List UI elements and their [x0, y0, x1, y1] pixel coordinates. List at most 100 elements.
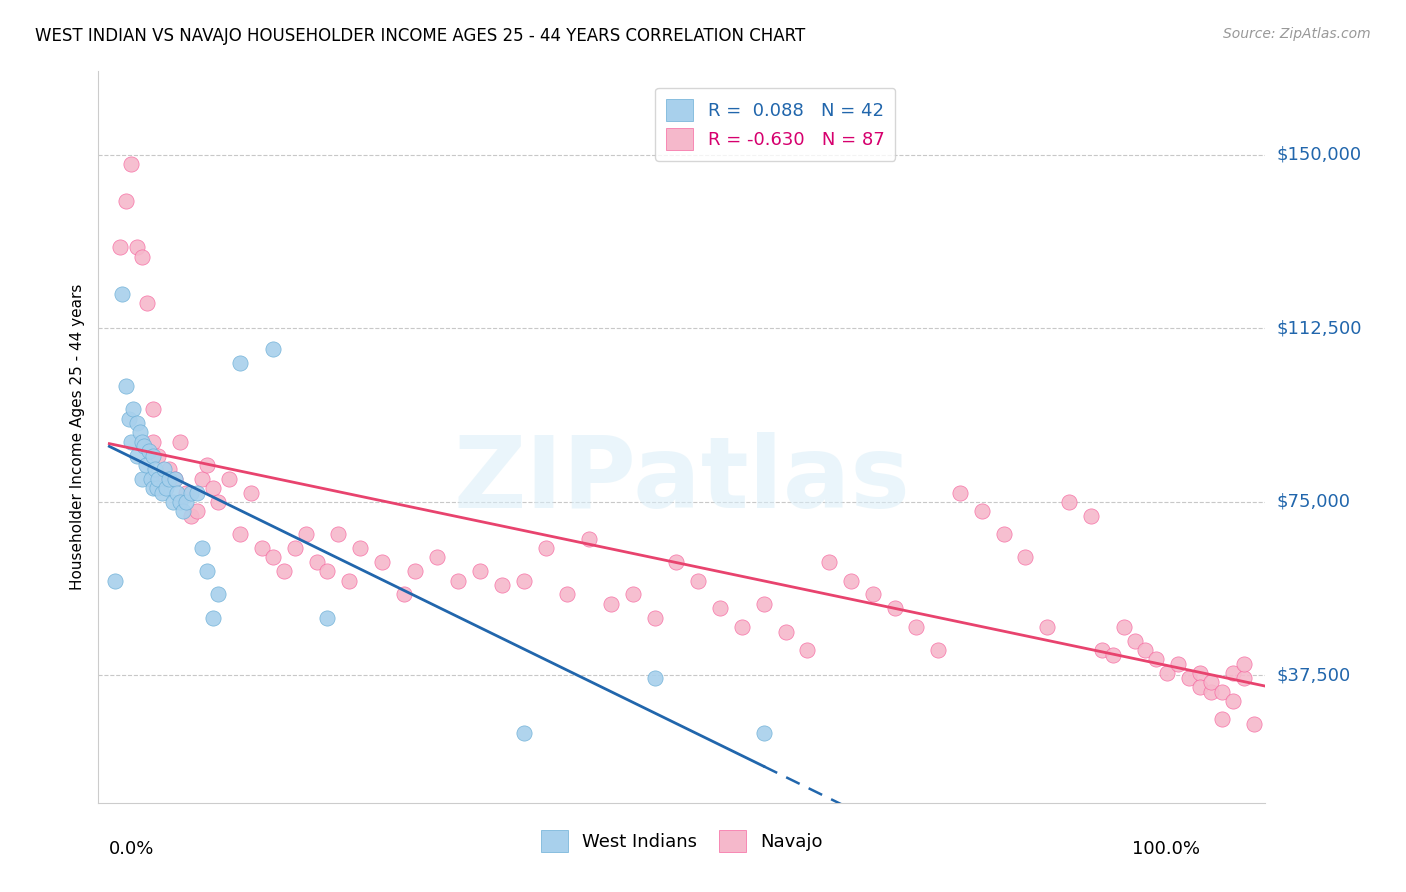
Point: [153, 472, 176, 486]
Point: [796, 643, 818, 657]
Point: [1135, 643, 1157, 657]
Point: [218, 472, 240, 486]
Point: [578, 532, 600, 546]
Point: [1123, 633, 1146, 648]
Point: [201, 610, 224, 624]
Point: [905, 620, 928, 634]
Point: [131, 250, 153, 264]
Point: [125, 240, 148, 254]
Point: [122, 402, 145, 417]
Point: [142, 449, 165, 463]
Point: [146, 481, 169, 495]
Point: [201, 481, 224, 495]
Point: [128, 425, 150, 440]
Point: [1232, 671, 1254, 685]
Point: [862, 587, 884, 601]
Point: [513, 574, 536, 588]
Point: [142, 402, 165, 417]
Point: [993, 527, 1015, 541]
Point: [349, 541, 371, 556]
Point: [191, 541, 214, 556]
Point: [328, 527, 350, 541]
Point: [1080, 508, 1102, 523]
Point: [139, 472, 162, 486]
Text: ZIPatlas: ZIPatlas: [454, 433, 910, 530]
Legend: West Indians, Navajo: West Indians, Navajo: [533, 823, 831, 860]
Point: [1156, 666, 1178, 681]
Point: [169, 495, 191, 509]
Point: [162, 495, 184, 509]
Point: [150, 485, 173, 500]
Point: [240, 485, 263, 500]
Point: [118, 411, 141, 425]
Point: [142, 481, 165, 495]
Text: WEST INDIAN VS NAVAJO HOUSEHOLDER INCOME AGES 25 - 44 YEARS CORRELATION CHART: WEST INDIAN VS NAVAJO HOUSEHOLDER INCOME…: [35, 27, 806, 45]
Point: [174, 485, 197, 500]
Point: [752, 597, 775, 611]
Point: [180, 485, 202, 500]
Point: [491, 578, 513, 592]
Point: [1188, 666, 1211, 681]
Point: [1112, 620, 1135, 634]
Point: [1232, 657, 1254, 671]
Point: [250, 541, 273, 556]
Point: [949, 485, 972, 500]
Point: [166, 485, 188, 500]
Point: [131, 434, 153, 449]
Point: [970, 504, 993, 518]
Point: [125, 416, 148, 430]
Point: [883, 601, 905, 615]
Point: [114, 379, 136, 393]
Point: [262, 342, 284, 356]
Point: [1167, 657, 1189, 671]
Point: [131, 472, 153, 486]
Point: [174, 495, 197, 509]
Point: [125, 449, 148, 463]
Point: [1243, 717, 1265, 731]
Point: [114, 194, 136, 208]
Point: [1144, 652, 1167, 666]
Point: [1014, 550, 1036, 565]
Point: [155, 481, 177, 495]
Point: [191, 472, 214, 486]
Y-axis label: Householder Income Ages 25 - 44 years: Householder Income Ages 25 - 44 years: [69, 284, 84, 591]
Point: [104, 574, 127, 588]
Point: [1101, 648, 1123, 662]
Point: [1178, 671, 1201, 685]
Point: [134, 439, 156, 453]
Point: [197, 565, 219, 579]
Point: [447, 574, 470, 588]
Text: $37,500: $37,500: [1277, 666, 1351, 684]
Point: [148, 449, 170, 463]
Point: [688, 574, 710, 588]
Point: [534, 541, 557, 556]
Point: [644, 671, 666, 685]
Point: [316, 610, 339, 624]
Point: [665, 555, 688, 569]
Text: 0.0%: 0.0%: [110, 840, 155, 858]
Point: [1199, 684, 1222, 698]
Point: [142, 434, 165, 449]
Point: [1211, 684, 1233, 698]
Point: [316, 565, 339, 579]
Point: [143, 462, 166, 476]
Point: [752, 726, 775, 740]
Point: [600, 597, 623, 611]
Point: [148, 472, 170, 486]
Point: [153, 462, 176, 476]
Point: [621, 587, 644, 601]
Point: [163, 472, 186, 486]
Point: [284, 541, 307, 556]
Point: [136, 295, 159, 310]
Point: [138, 444, 160, 458]
Point: [513, 726, 536, 740]
Point: [262, 550, 284, 565]
Point: [709, 601, 731, 615]
Point: [927, 643, 949, 657]
Point: [818, 555, 841, 569]
Point: [180, 508, 202, 523]
Text: Source: ZipAtlas.com: Source: ZipAtlas.com: [1223, 27, 1371, 41]
Point: [229, 356, 252, 370]
Text: 100.0%: 100.0%: [1132, 840, 1199, 858]
Point: [186, 485, 208, 500]
